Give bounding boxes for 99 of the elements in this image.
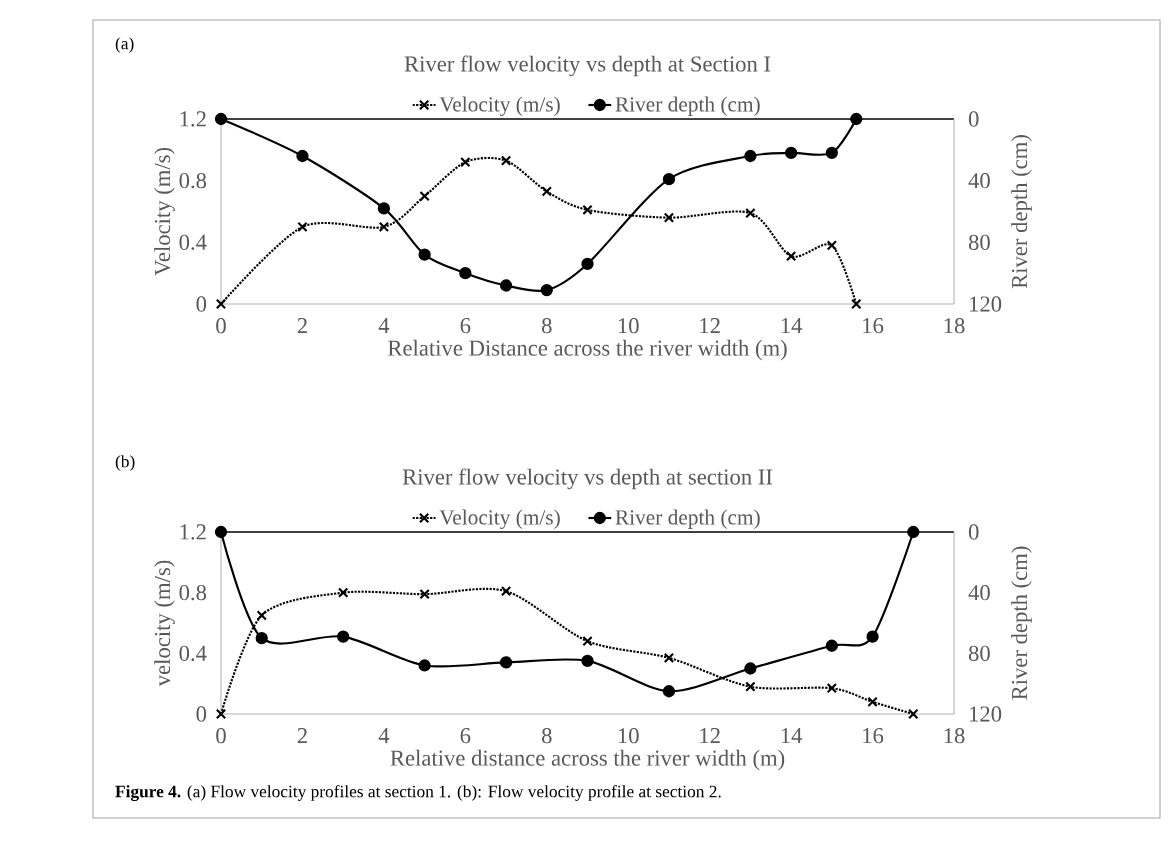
point [744,149,757,163]
y2-tick-label: 80 [968,234,990,250]
point [663,212,675,223]
y-tick-label: 0.4 [179,234,207,251]
point [214,525,228,539]
point [826,240,838,251]
point [540,283,553,297]
point [867,696,878,708]
x-tick-label: 18 [944,728,965,744]
x-tick-label: 0 [216,318,226,334]
point [418,659,431,672]
point [582,635,593,647]
point [745,207,756,219]
y2-tick-label: 80 [968,645,990,661]
y-tick-label: 0.8 [179,584,207,601]
point [255,632,268,645]
point [826,683,838,694]
point [500,155,512,166]
point [785,250,797,262]
text: (a) [115,37,134,53]
y-axis-title: Velocity (m/s) [154,147,175,276]
point [581,257,594,271]
x-axis-title: Relative distance across the river width (m) [390,749,785,771]
point [850,112,863,126]
point [825,146,838,160]
y-tick-label: 0.8 [179,172,207,189]
point [851,298,862,310]
point [256,610,267,621]
legend-label: River depth (cm) [615,509,760,529]
chart-title: River flow velocity vs depth at section II [402,468,773,490]
point [825,639,838,652]
point [582,204,593,216]
x-tick-label: 4 [378,728,390,743]
point [907,525,920,539]
y-tick-label: 0 [196,296,207,312]
y-tick-label: 1.2 [180,524,206,540]
y2-tick-label: 0 [968,524,979,540]
point [908,708,919,720]
point [581,654,594,668]
point [745,681,756,692]
x-tick-label: 10 [618,728,639,744]
point [866,630,879,643]
legend-label: Velocity (m/s) [439,96,560,116]
y2-axis-title: River depth (cm) [1011,546,1032,700]
text: (b) [115,455,135,471]
y-axis-title: velocity (m/s) [154,560,175,687]
point [214,112,228,126]
x-tick-label: 2 [297,728,307,744]
y-tick-label: 0.4 [179,645,207,662]
point [215,708,227,720]
point [215,298,227,310]
point [499,279,513,292]
x-tick-label: 16 [863,728,884,744]
x-tick-label: 8 [541,318,552,334]
point [419,190,430,202]
point [418,248,431,261]
y2-axis-title: River depth (cm) [1011,135,1032,289]
point [784,146,798,160]
legend-label: Velocity (m/s) [439,509,560,529]
x-tick-label: 0 [216,728,226,744]
x-tick-label: 14 [781,728,803,744]
chart-title: River flow velocity vs depth at Section I [404,55,771,77]
point [744,662,757,675]
x-tick-label: 12 [700,728,720,744]
y2-tick-label: 120 [970,296,1002,312]
point [663,652,675,664]
x-tick-label: 14 [781,318,803,334]
point [297,221,308,233]
y2-tick-label: 0 [968,111,979,127]
point [460,156,471,168]
point [500,585,512,597]
y-tick-label: 0 [196,706,207,722]
point [459,267,472,280]
y2-tick-label: 40 [968,585,990,601]
x-tick-label: 6 [460,728,471,744]
x-tick-label: 16 [863,318,884,334]
point [499,656,513,669]
y-tick-label: 1.2 [180,111,206,127]
point [296,149,309,163]
text: Figure 4. (a) Flow velocity profiles at section 1. (b): Flow velocity profile at section 2. [115,784,721,802]
point [337,587,349,598]
point [541,186,552,197]
point [377,202,391,215]
point [662,172,676,186]
x-tick-label: 10 [618,318,639,334]
x-tick-label: 8 [541,728,552,744]
legend-label: River depth (cm) [615,96,760,116]
x-tick-label: 18 [944,318,965,334]
y2-tick-label: 40 [968,173,990,189]
point [378,221,390,233]
x-tick-label: 6 [460,318,471,334]
x-axis-title: Relative Distance across the river width (m) [388,339,787,361]
point [337,630,350,643]
point [419,588,430,600]
point [662,685,676,698]
x-tick-label: 2 [297,318,307,334]
y2-tick-label: 120 [970,706,1002,722]
x-tick-label: 12 [700,318,720,334]
x-tick-label: 4 [378,318,390,333]
